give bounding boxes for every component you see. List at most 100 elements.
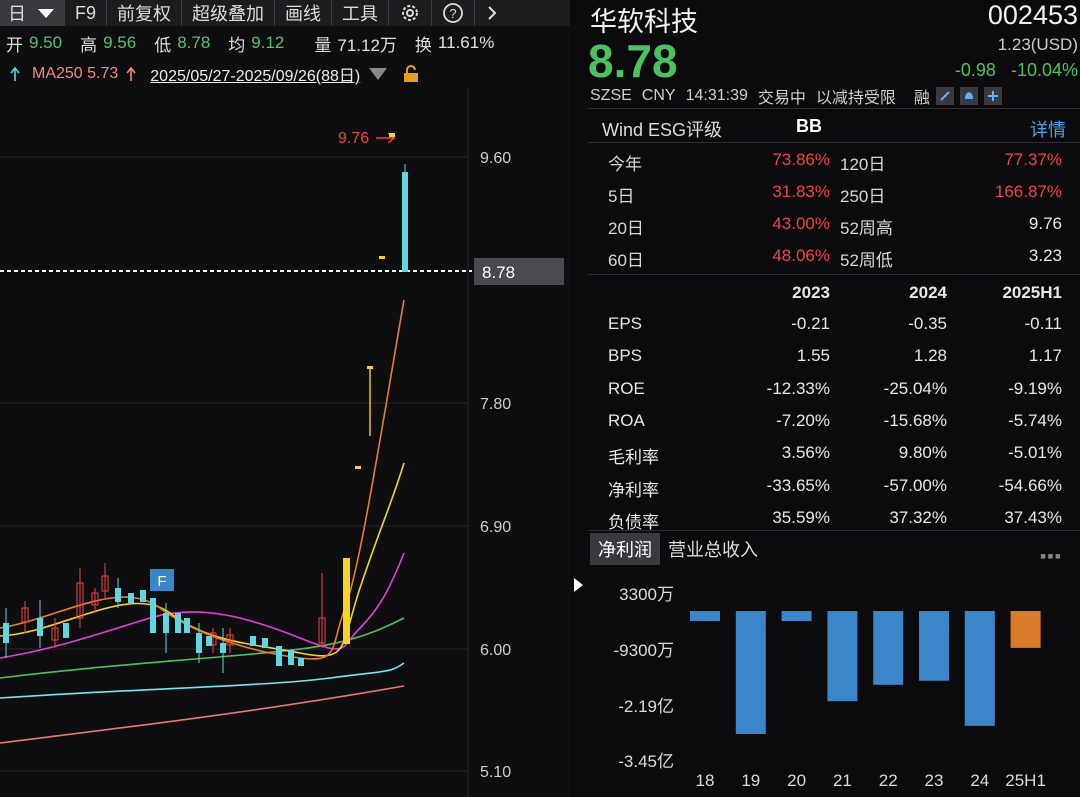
caret-down-icon — [38, 9, 54, 18]
exchange: SZSE — [590, 87, 632, 104]
perf-value: 77.37% — [1004, 150, 1062, 169]
tab-net-profit[interactable]: 净利润 — [590, 533, 660, 565]
profit-bar[interactable] — [827, 611, 858, 702]
next-button[interactable] — [475, 0, 509, 26]
range-dropdown-icon[interactable] — [368, 67, 388, 81]
profit-bar[interactable] — [690, 611, 720, 621]
quote-time: 14:31:39 — [685, 87, 748, 104]
draw-button[interactable]: 画线 — [275, 0, 333, 26]
fin-cell: -15.68% — [883, 410, 947, 430]
tools-button[interactable]: 工具 — [332, 0, 390, 26]
esg-label: Wind ESG评级 — [602, 120, 723, 140]
usd-price: 1.23(USD) — [997, 35, 1078, 54]
avg-value: 9.12 — [251, 33, 285, 52]
more-icon[interactable]: ▪▪▪ — [1039, 546, 1062, 566]
profit-bar[interactable] — [1010, 611, 1041, 648]
turnover-value: 11.61% — [437, 33, 495, 52]
pencil-icon — [940, 91, 950, 101]
high-value: 9.56 — [103, 33, 137, 52]
help-button[interactable]: ? — [432, 0, 476, 26]
profit-bar[interactable] — [781, 611, 812, 621]
fin-row-label: 净利率 — [608, 480, 659, 500]
y-tick-label: -9300万 — [614, 641, 674, 660]
arrow-up-icon — [10, 66, 20, 81]
margin-flag: 融 — [913, 90, 930, 107]
kline-chart[interactable]: 9.60 7.80 6.90 6.00 5.10 8.78 9.76 — [0, 88, 570, 797]
perf-value: 48.06% — [772, 246, 830, 265]
fin-cell: 37.43% — [1004, 507, 1062, 527]
x-tick-label: 21 — [833, 771, 852, 790]
overlay-button[interactable]: 超级叠加 — [182, 0, 276, 26]
turnover-label: 换 — [414, 35, 432, 55]
current-price-box — [474, 258, 564, 285]
profit-bar[interactable] — [873, 611, 904, 685]
edit-button[interactable] — [935, 87, 954, 105]
fin-cell: 35.59% — [772, 507, 830, 527]
y-tick-label: -2.19亿 — [618, 697, 674, 716]
fin-cell: -0.35 — [908, 314, 947, 333]
profit-bar[interactable] — [919, 611, 949, 681]
price-tick-960: 9.60 — [480, 150, 511, 167]
settings-button[interactable] — [389, 0, 433, 26]
fin-row-label: BPS — [608, 346, 643, 366]
price-change: -0.98 -10.04% — [945, 60, 1078, 81]
pane-splitter[interactable] — [570, 0, 588, 797]
bell-icon — [964, 92, 973, 99]
arrow-up-icon — [126, 66, 136, 81]
ma250-line — [0, 685, 405, 744]
y-tick-label: -3.45亿 — [618, 752, 674, 771]
help-icon: ? — [443, 3, 463, 23]
alert-button[interactable] — [959, 87, 978, 105]
esg-detail-link[interactable]: 详情 — [1030, 120, 1066, 140]
restriction-note: 以减持受限 — [815, 90, 896, 107]
fin-cell: 1.28 — [913, 346, 947, 366]
perf-label: 120日 — [840, 155, 886, 174]
svg-text:?: ? — [449, 6, 456, 21]
fin-cell: 37.32% — [889, 507, 947, 527]
fin-cell: -9.19% — [1008, 378, 1062, 398]
fin-header: 2025H1 — [1002, 283, 1062, 302]
divider — [588, 142, 1080, 143]
f9-button[interactable]: F9 — [65, 0, 108, 26]
stock-code: 002453 — [987, 0, 1078, 30]
x-tick-label: 25H1 — [1005, 771, 1046, 790]
gear-icon — [402, 5, 419, 21]
x-tick-label: 23 — [925, 771, 944, 790]
perf-value: 31.83% — [772, 182, 830, 201]
x-tick-label: 20 — [787, 771, 806, 790]
perf-value: 3.23 — [1028, 246, 1062, 265]
high-marker-label: 9.76 — [338, 130, 369, 147]
fin-cell: -54.66% — [998, 475, 1062, 495]
date-range[interactable]: 2025/05/27-2025/09/26(88日) — [150, 68, 361, 85]
collapse-arrow-icon[interactable] — [574, 578, 583, 592]
profit-bar[interactable] — [964, 611, 995, 726]
high-marker-dot — [389, 133, 395, 137]
fin-cell: 9.80% — [898, 443, 947, 463]
lock-icon[interactable] — [402, 65, 420, 83]
fin-row-label: EPS — [608, 314, 643, 333]
fin-cell: -0.21 — [791, 314, 830, 333]
fin-cell: 3.56% — [781, 443, 830, 463]
profit-bar[interactable] — [735, 611, 766, 734]
plus-icon — [987, 91, 998, 101]
perf-value: 73.86% — [772, 150, 830, 169]
volume-label: 量 — [314, 35, 332, 55]
tab-revenue[interactable]: 营业总收入 — [668, 540, 758, 560]
fin-row-label: ROE — [608, 378, 645, 398]
fin-cell: -57.00% — [883, 475, 947, 495]
event-badge[interactable] — [150, 569, 174, 591]
add-button[interactable] — [983, 87, 1002, 105]
perf-label: 60日 — [608, 251, 644, 270]
moving-averages — [0, 299, 405, 744]
adjust-button[interactable]: 前复权 — [107, 0, 183, 26]
fin-row-label: 毛利率 — [608, 448, 659, 468]
x-tick-label: 24 — [970, 771, 989, 790]
fin-cell: -5.01% — [1008, 443, 1062, 463]
x-tick-label: 18 — [696, 771, 715, 790]
period-selector[interactable]: 日 — [0, 0, 65, 26]
price-tick-780: 7.80 — [480, 396, 511, 413]
currency: CNY — [641, 87, 676, 104]
period-label: 日 — [8, 4, 26, 24]
perf-label: 5日 — [608, 187, 635, 206]
perf-label: 52周高 — [840, 219, 893, 238]
